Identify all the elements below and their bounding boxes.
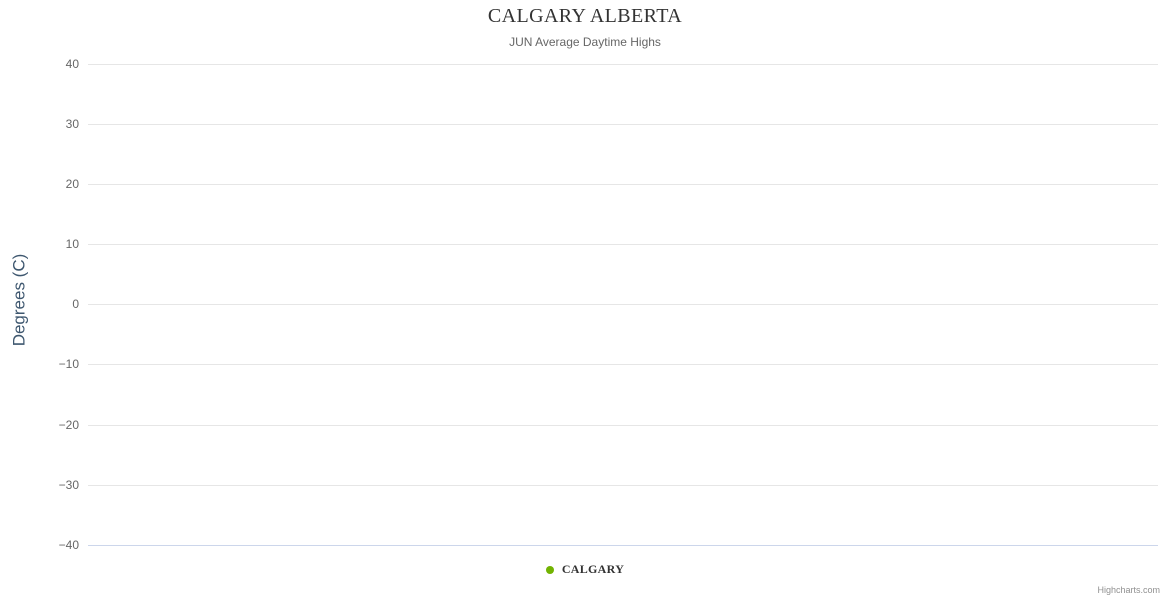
- y-axis-tick-labels: 40 30 20 10 0 −10 −20 −30 −40: [0, 0, 79, 600]
- gridline: [88, 124, 1158, 125]
- y-tick-label: 0: [72, 297, 79, 311]
- y-tick-label: −20: [58, 418, 79, 432]
- y-tick-label: 10: [65, 237, 79, 251]
- gridline: [88, 485, 1158, 486]
- x-axis-line: [88, 545, 1158, 546]
- gridline: [88, 425, 1158, 426]
- gridline: [88, 364, 1158, 365]
- chart-subtitle: JUN Average Daytime Highs: [509, 35, 661, 49]
- gridline: [88, 184, 1158, 185]
- legend-item-calgary[interactable]: CALGARY: [545, 562, 625, 577]
- y-tick-label: 30: [65, 117, 79, 131]
- y-tick-label: −30: [58, 478, 79, 492]
- data-series-layer: [88, 64, 1158, 545]
- gridline: [88, 64, 1158, 65]
- gridline: [88, 244, 1158, 245]
- y-tick-label: −10: [58, 357, 79, 371]
- y-tick-label: −40: [58, 538, 79, 552]
- circle-marker-icon: [545, 565, 554, 574]
- plot-area: [88, 64, 1158, 545]
- y-tick-label: 40: [65, 57, 79, 71]
- gridline: [88, 304, 1158, 305]
- legend-item-label: CALGARY: [561, 562, 625, 576]
- y-tick-label: 20: [65, 177, 79, 191]
- chart-title: CALGARY ALBERTA: [487, 5, 683, 27]
- highcharts-credits-link[interactable]: Highcharts.com: [1097, 585, 1160, 595]
- chart-legend: CALGARY: [0, 562, 1170, 577]
